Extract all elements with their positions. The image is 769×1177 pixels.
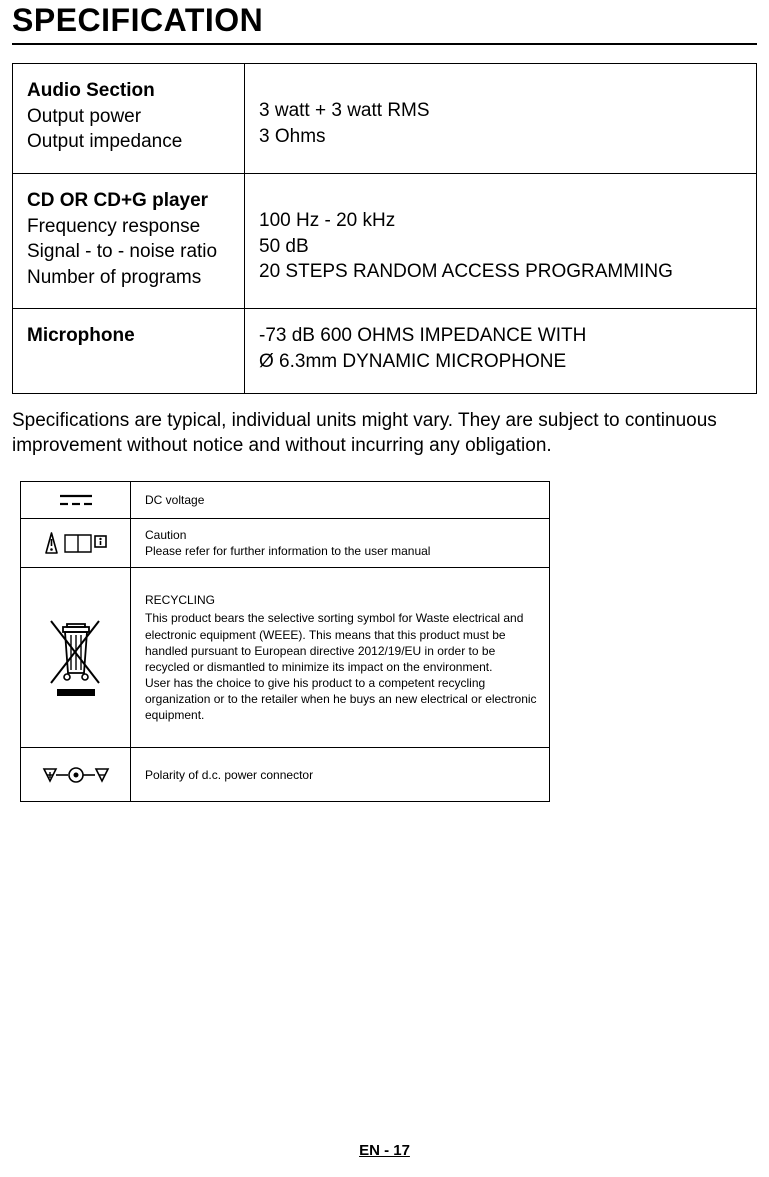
symbol-table: DC voltage Caution Please refer for furt… — [20, 481, 550, 802]
spec-value: -73 dB 600 OHMS IMPEDANCE WITH — [259, 325, 586, 346]
symbol-desc: Polarity of d.c. power connector — [131, 748, 550, 802]
symbol-text: Polarity of d.c. power connector — [145, 768, 313, 782]
spec-sublabel: Output impedance — [27, 131, 182, 152]
spec-header: Microphone — [27, 325, 135, 346]
spec-header: CD OR CD+G player — [27, 190, 208, 211]
spec-sublabel: Output power — [27, 106, 141, 127]
spec-value: 3 watt + 3 watt RMS — [259, 100, 430, 121]
spec-value: 3 Ohms — [259, 126, 326, 147]
table-row: Caution Please refer for further informa… — [21, 519, 550, 568]
specification-note: Specifications are typical, individual u… — [12, 408, 757, 459]
symbol-text: Caution — [145, 527, 539, 543]
spec-value: 50 dB — [259, 236, 309, 257]
spec-label-cell: CD OR CD+G player Frequency response Sig… — [13, 173, 245, 309]
caution-icon — [21, 519, 131, 568]
spec-value: 20 STEPS RANDOM ACCESS PROGRAMMING — [259, 261, 673, 282]
symbol-text: RECYCLING — [145, 592, 539, 608]
symbol-text: User has the choice to give his product … — [145, 676, 537, 722]
spec-sublabel: Signal - to - noise ratio — [27, 241, 217, 262]
symbol-desc: RECYCLING This product bears the selecti… — [131, 568, 550, 748]
spec-sublabel: Number of programs — [27, 267, 201, 288]
spec-value: Ø 6.3mm DYNAMIC MICROPHONE — [259, 351, 566, 372]
symbol-text: DC voltage — [145, 493, 204, 507]
table-row: DC voltage — [21, 482, 550, 519]
spec-value-cell: 3 watt + 3 watt RMS 3 Ohms — [245, 64, 757, 174]
spec-header: Audio Section — [27, 80, 155, 101]
table-row: Audio Section Output power Output impeda… — [13, 64, 757, 174]
symbol-text: Please refer for further information to … — [145, 544, 430, 558]
spec-value-cell: 100 Hz - 20 kHz 50 dB 20 STEPS RANDOM AC… — [245, 173, 757, 309]
symbol-desc: DC voltage — [131, 482, 550, 519]
table-row: Microphone -73 dB 600 OHMS IMPEDANCE WIT… — [13, 309, 757, 393]
symbol-desc: Caution Please refer for further informa… — [131, 519, 550, 568]
specification-table: Audio Section Output power Output impeda… — [12, 63, 757, 394]
table-row: CD OR CD+G player Frequency response Sig… — [13, 173, 757, 309]
spec-value: 100 Hz - 20 kHz — [259, 210, 395, 231]
page-title: SPECIFICATION — [12, 2, 757, 45]
spec-sublabel: Frequency response — [27, 216, 200, 237]
dc-voltage-icon — [21, 482, 131, 519]
weee-icon — [21, 568, 131, 748]
spec-label-cell: Audio Section Output power Output impeda… — [13, 64, 245, 174]
table-row: Polarity of d.c. power connector — [21, 748, 550, 802]
spec-label-cell: Microphone — [13, 309, 245, 393]
page-footer: EN - 17 — [0, 1142, 769, 1159]
spec-value-cell: -73 dB 600 OHMS IMPEDANCE WITH Ø 6.3mm D… — [245, 309, 757, 393]
symbol-text: This product bears the selective sorting… — [145, 611, 523, 674]
table-row: RECYCLING This product bears the selecti… — [21, 568, 550, 748]
polarity-icon — [21, 748, 131, 802]
